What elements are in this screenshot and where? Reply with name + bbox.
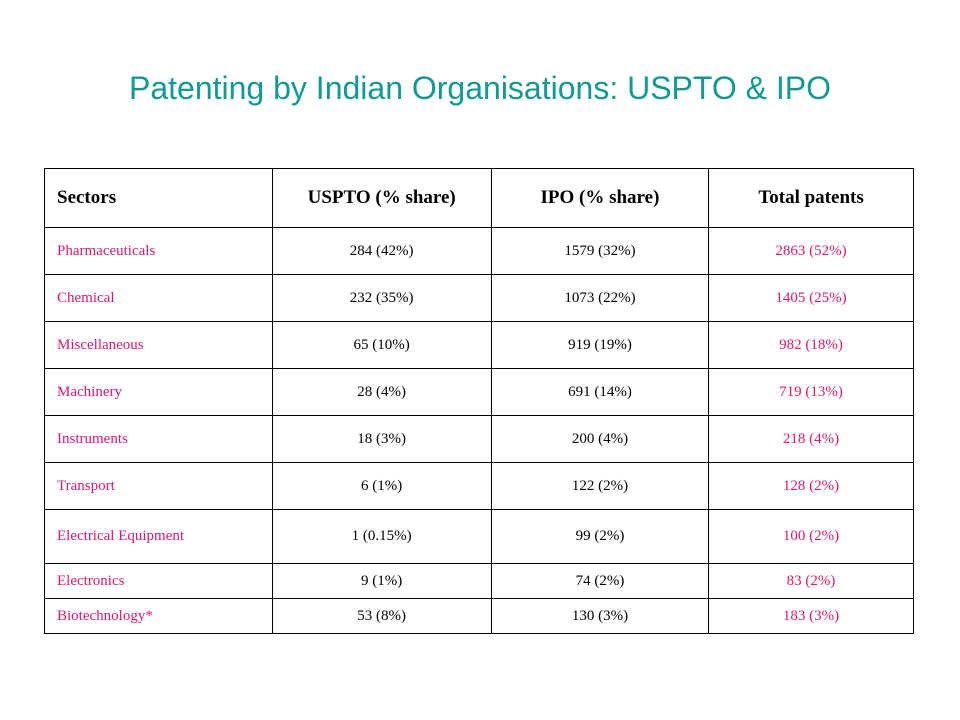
sector-cell: Pharmaceuticals [44, 227, 273, 275]
ipo-cell: 919 (19%) [490, 321, 710, 369]
uspto-cell: 6 (1%) [271, 462, 492, 510]
total-cell: 2863 (52%) [708, 227, 914, 275]
patent-table: Sectors USPTO (% share) IPO (% share) To… [44, 168, 914, 634]
uspto-cell: 28 (4%) [271, 368, 492, 416]
sector-cell: Instruments [44, 415, 273, 463]
sector-cell: Biotechnology* [44, 598, 273, 634]
uspto-cell: 53 (8%) [271, 598, 492, 634]
total-cell: 1405 (25%) [708, 274, 914, 322]
table-row: Transport 6 (1%) 122 (2%) 128 (2%) [44, 462, 914, 510]
ipo-cell: 691 (14%) [490, 368, 710, 416]
uspto-cell: 232 (35%) [271, 274, 492, 322]
ipo-cell: 122 (2%) [490, 462, 710, 510]
sector-cell: Machinery [44, 368, 273, 416]
header-sectors: Sectors [44, 168, 273, 228]
total-cell: 83 (2%) [708, 563, 914, 599]
ipo-cell: 1579 (32%) [490, 227, 710, 275]
uspto-cell: 18 (3%) [271, 415, 492, 463]
sector-cell: Electrical Equipment [44, 509, 273, 564]
table-row: Pharmaceuticals 284 (42%) 1579 (32%) 286… [44, 227, 914, 275]
ipo-cell: 200 (4%) [490, 415, 710, 463]
header-ipo: IPO (% share) [490, 168, 710, 228]
table-row: Biotechnology* 53 (8%) 130 (3%) 183 (3%) [44, 598, 914, 634]
uspto-cell: 9 (1%) [271, 563, 492, 599]
total-cell: 218 (4%) [708, 415, 914, 463]
total-cell: 982 (18%) [708, 321, 914, 369]
total-cell: 128 (2%) [708, 462, 914, 510]
total-cell: 183 (3%) [708, 598, 914, 634]
uspto-cell: 1 (0.15%) [271, 509, 492, 564]
uspto-cell: 284 (42%) [271, 227, 492, 275]
table-row: Machinery 28 (4%) 691 (14%) 719 (13%) [44, 368, 914, 416]
header-uspto: USPTO (% share) [271, 168, 492, 228]
ipo-cell: 1073 (22%) [490, 274, 710, 322]
sector-cell: Miscellaneous [44, 321, 273, 369]
uspto-cell: 65 (10%) [271, 321, 492, 369]
table-row: Electronics 9 (1%) 74 (2%) 83 (2%) [44, 563, 914, 599]
table-row: Miscellaneous 65 (10%) 919 (19%) 982 (18… [44, 321, 914, 369]
ipo-cell: 74 (2%) [490, 563, 710, 599]
header-total: Total patents [708, 168, 914, 228]
ipo-cell: 130 (3%) [490, 598, 710, 634]
sector-cell: Electronics [44, 563, 273, 599]
table-row: Electrical Equipment 1 (0.15%) 99 (2%) 1… [44, 509, 914, 564]
total-cell: 719 (13%) [708, 368, 914, 416]
sector-cell: Transport [44, 462, 273, 510]
sector-cell: Chemical [44, 274, 273, 322]
table-header-row: Sectors USPTO (% share) IPO (% share) To… [44, 168, 914, 228]
total-cell: 100 (2%) [708, 509, 914, 564]
table-row: Chemical 232 (35%) 1073 (22%) 1405 (25%) [44, 274, 914, 322]
table-row: Instruments 18 (3%) 200 (4%) 218 (4%) [44, 415, 914, 463]
ipo-cell: 99 (2%) [490, 509, 710, 564]
slide-title: Patenting by Indian Organisations: USPTO… [129, 70, 831, 106]
